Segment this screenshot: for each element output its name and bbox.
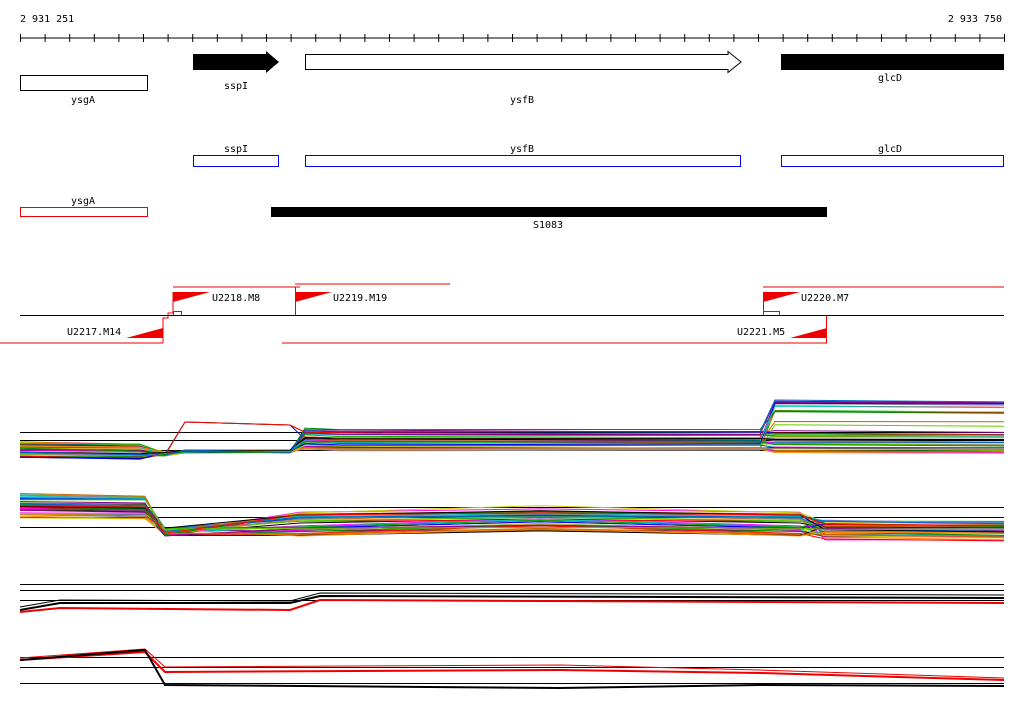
promoter-label: U2219.M19 (333, 293, 387, 304)
ruler-ticks (20, 34, 1005, 42)
ruler-end: 2 933 750 (948, 14, 1002, 25)
expression-line (19, 648, 1005, 690)
promoter-flag (126, 328, 163, 338)
promoter-label: U2220.M7 (801, 293, 849, 304)
gene-arrow (305, 50, 742, 74)
annotation-label: ysfB (510, 144, 534, 155)
promoter-flag (173, 292, 210, 302)
gene-label: sspI (224, 81, 248, 92)
expression-line (19, 648, 1005, 679)
gene-box (20, 75, 148, 91)
expression-line (19, 503, 1005, 533)
promoter-flag (790, 328, 827, 338)
gene-label: ysfB (510, 95, 534, 106)
expression-line (19, 592, 1005, 608)
expression-line (19, 493, 1005, 538)
expression-line (19, 445, 1005, 454)
expression-line (19, 505, 1005, 534)
gene-label: ysgA (71, 95, 95, 106)
expression-line (19, 399, 1005, 457)
expression-line (19, 598, 1005, 613)
expression-line (19, 405, 1005, 456)
promoter-label: U2221.M5 (737, 327, 785, 338)
ruler-start: 2 931 251 (20, 14, 74, 25)
annotation-box (20, 207, 148, 217)
expression-line (19, 501, 1005, 537)
promoter-label: U2217.M14 (67, 327, 121, 338)
gene-bar (781, 54, 1004, 70)
annotation-label: sspI (224, 144, 248, 155)
annotation-box (781, 155, 1004, 167)
expression-line (19, 594, 1005, 611)
promoter-flag (763, 292, 800, 302)
gene-label: glcD (878, 73, 902, 84)
expression-line (19, 400, 1005, 456)
annotation-label: glcD (878, 144, 902, 155)
expression-tracks (19, 399, 1005, 690)
expression-line (19, 515, 1005, 537)
annotation-label: ysgA (71, 196, 95, 207)
annotation-box (193, 155, 279, 167)
expression-line (20, 499, 1005, 530)
annotation-box (305, 155, 741, 167)
gene-arrow (193, 51, 279, 73)
transcript-bar (271, 207, 827, 217)
expression-line (19, 650, 1005, 681)
expression-line (19, 506, 1005, 536)
promoter-label: U2218.M8 (212, 293, 260, 304)
expression-line (19, 436, 1005, 455)
transcript-label: S1083 (533, 220, 563, 231)
promoter-flag (295, 292, 332, 302)
